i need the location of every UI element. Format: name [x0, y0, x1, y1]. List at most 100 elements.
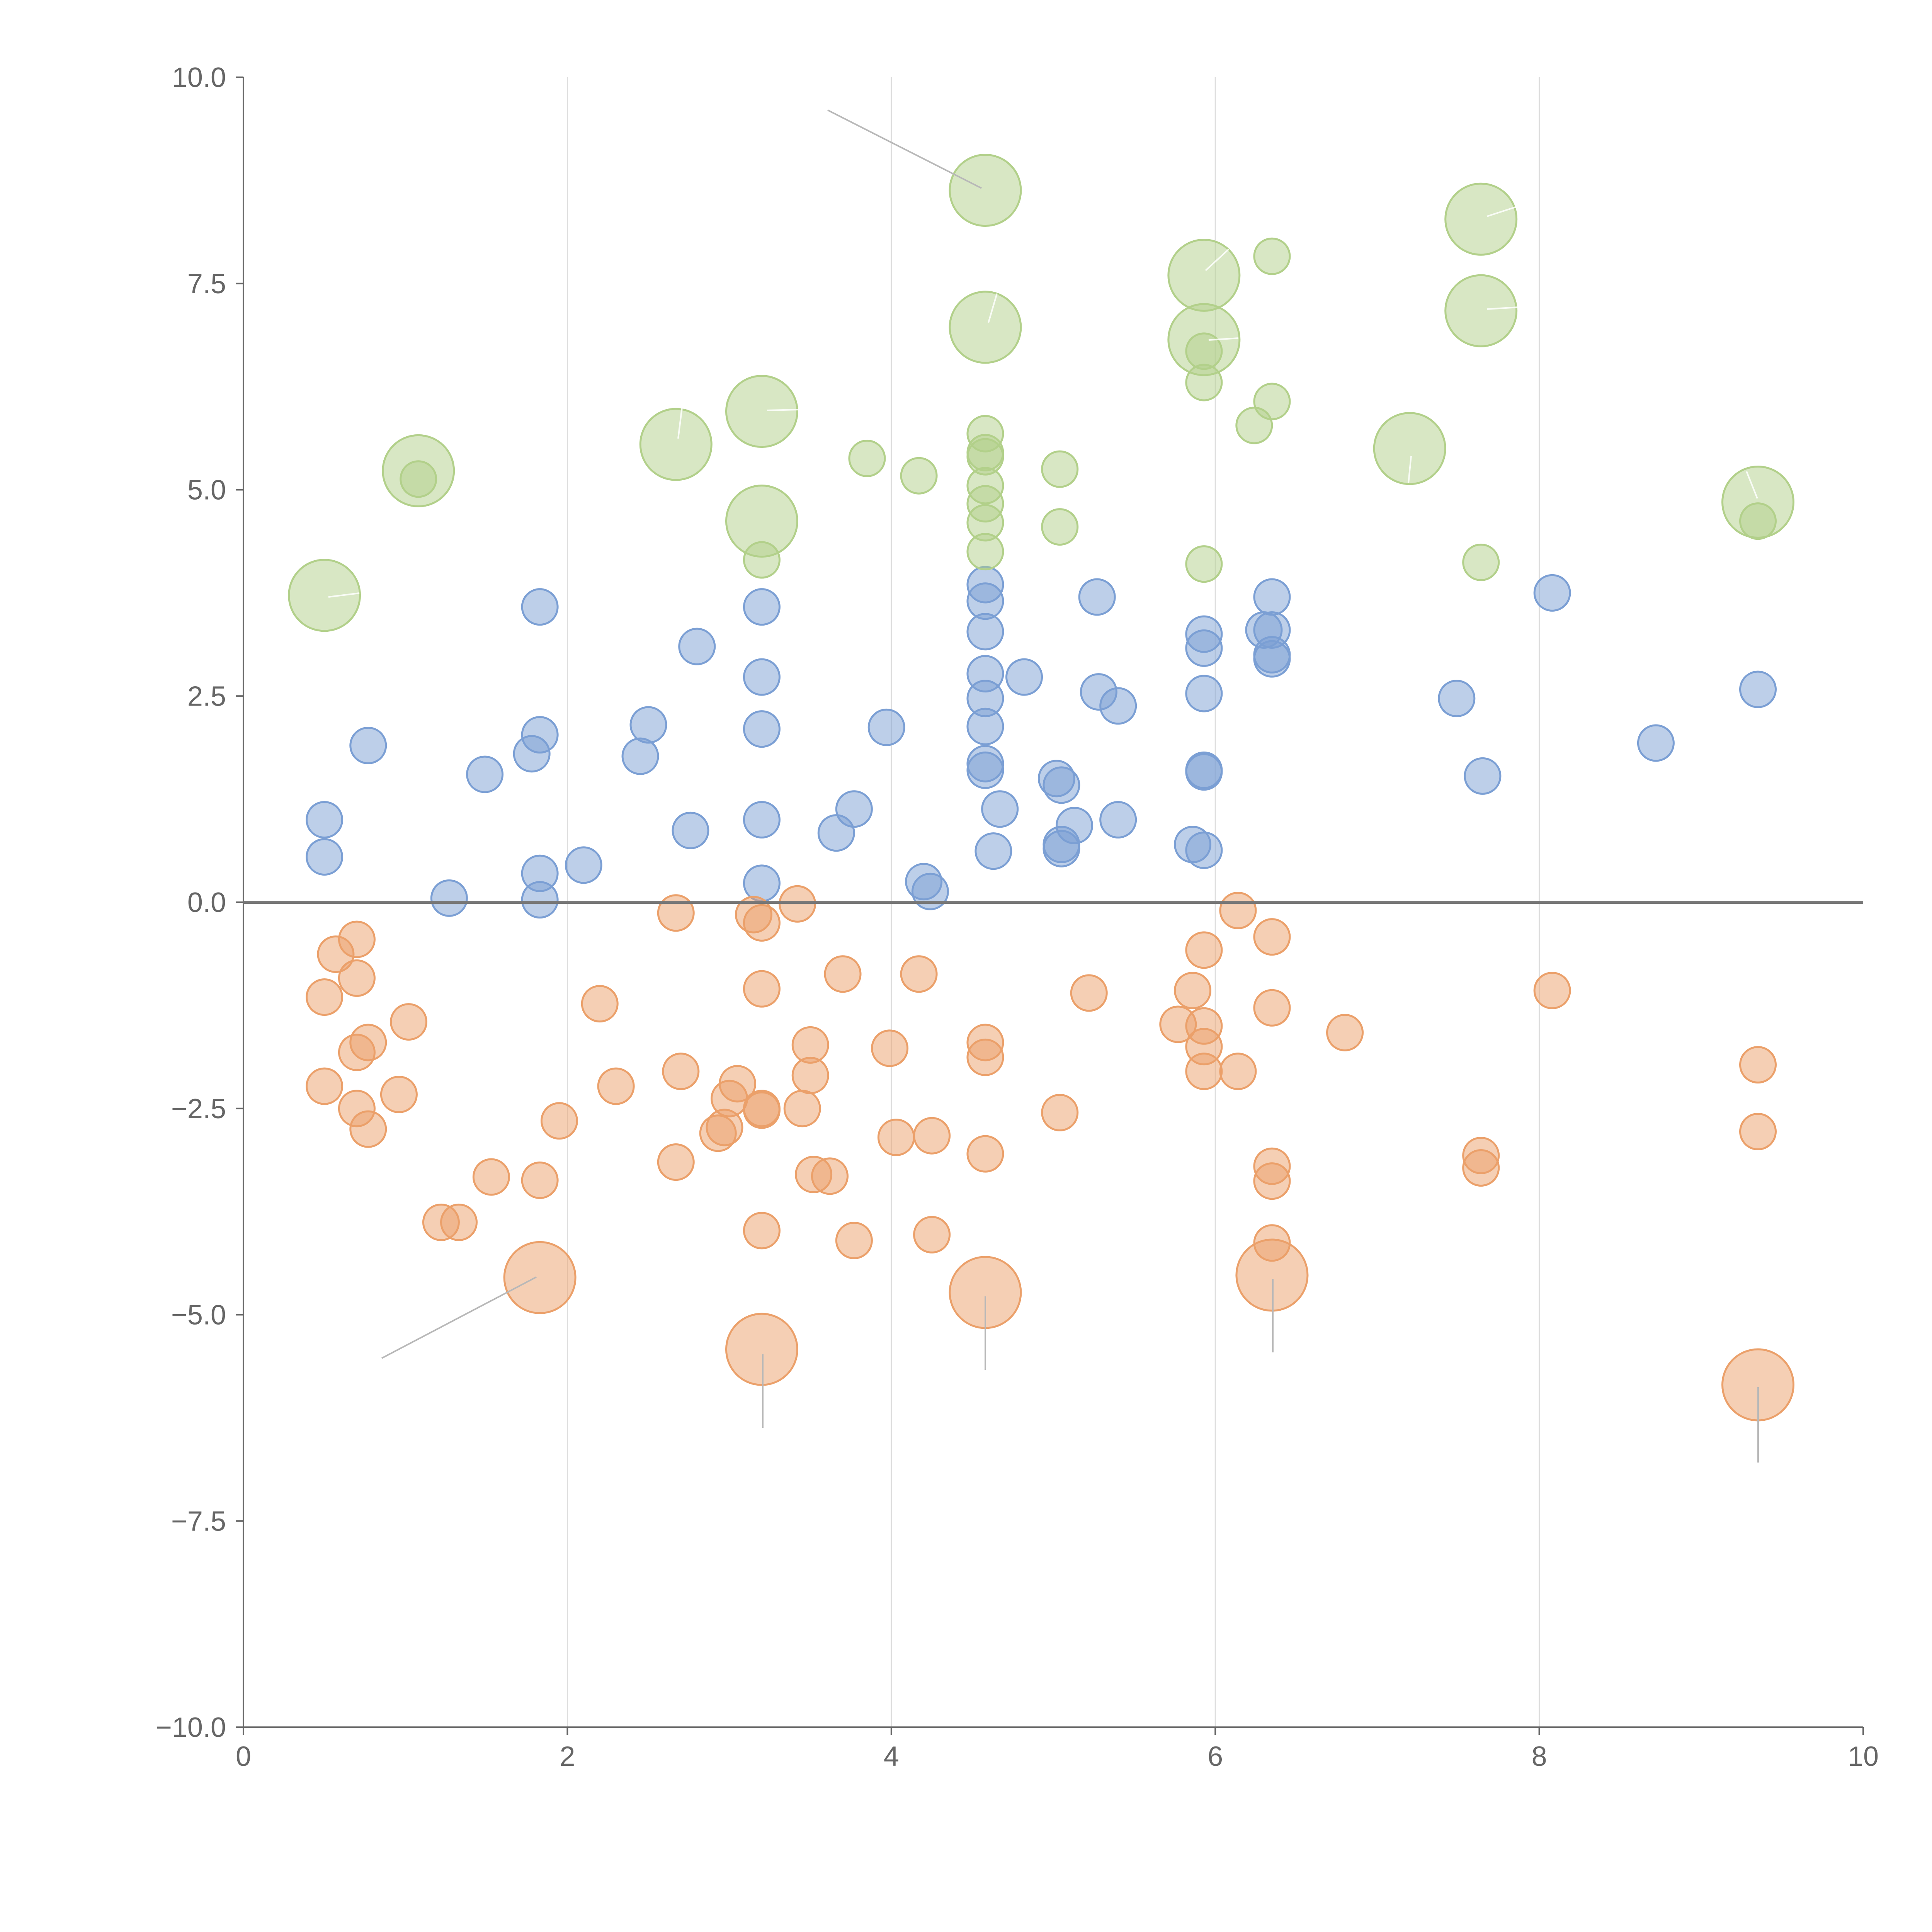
data-point-large [1167, 238, 1241, 312]
data-point [1099, 801, 1137, 838]
data-point [1462, 1149, 1500, 1187]
data-point [966, 751, 1004, 789]
leader-line [1208, 337, 1239, 341]
data-point [1041, 508, 1079, 546]
data-point [743, 541, 781, 579]
data-point-large [1444, 182, 1518, 256]
data-point [1099, 687, 1137, 725]
data-point [743, 710, 781, 748]
data-point [1253, 1162, 1291, 1200]
data-point [306, 1067, 344, 1105]
data-point [1326, 1014, 1364, 1051]
data-point [871, 1029, 909, 1067]
y-tick-label: 10.0 [172, 62, 226, 93]
data-point [743, 904, 781, 942]
data-point [966, 613, 1004, 651]
series-green [288, 153, 1795, 632]
data-point [380, 1075, 418, 1113]
data-point [1185, 332, 1223, 370]
x-tick-label: 0 [236, 1741, 251, 1772]
data-point [1739, 670, 1777, 708]
data-point [1185, 831, 1223, 869]
data-point [521, 716, 559, 754]
y-tick-label: −10.0 [156, 1712, 226, 1743]
leader-line [827, 109, 982, 189]
data-point [1185, 1053, 1223, 1090]
data-point [1739, 1046, 1777, 1084]
data-point [1739, 502, 1777, 540]
leader-line [1408, 456, 1412, 483]
data-point [1438, 680, 1476, 718]
x-tick-label: 10 [1848, 1741, 1879, 1772]
data-point [877, 1118, 915, 1156]
data-point [900, 457, 938, 495]
data-point [338, 959, 376, 997]
y-tick-label: −5.0 [171, 1300, 226, 1331]
data-point [811, 1157, 849, 1195]
data-point [743, 801, 781, 838]
data-point [1185, 931, 1223, 969]
data-point [1219, 891, 1257, 929]
y-axis-ticks: 10.0 7.5 5.0 2.5 0.0 −2.5 −5.0 −7.5 −10.0 [156, 62, 243, 1743]
data-point [390, 1003, 428, 1041]
data-point [1253, 578, 1291, 616]
data-point [743, 658, 781, 696]
data-point [1185, 364, 1223, 401]
data-point [657, 1143, 695, 1181]
data-point [565, 846, 602, 884]
y-tick-label: 7.5 [187, 269, 226, 299]
data-point [672, 811, 709, 849]
leader-line [381, 1276, 537, 1359]
data-point [349, 1024, 387, 1061]
y-tick-label: 5.0 [187, 475, 226, 506]
data-point-large [949, 291, 1022, 364]
data-points [288, 153, 1795, 1422]
data-point [900, 955, 938, 993]
data-point [521, 1161, 559, 1199]
y-tick-label: −2.5 [171, 1094, 226, 1124]
data-point [629, 706, 667, 744]
data-point [966, 1038, 1004, 1076]
data-point-large [288, 559, 361, 632]
data-point [791, 1056, 829, 1094]
series-blue [306, 566, 1777, 919]
data-point-large [1373, 412, 1446, 485]
data-point [440, 1203, 478, 1241]
y-tick-label: 0.0 [187, 887, 226, 918]
leader-line [1746, 471, 1758, 499]
data-point [783, 1090, 821, 1128]
data-point [1185, 545, 1223, 583]
data-point [1533, 574, 1571, 612]
data-point [1253, 1224, 1291, 1262]
data-point [466, 755, 504, 793]
data-point [966, 707, 1004, 745]
data-point [743, 864, 781, 902]
data-point [540, 1102, 578, 1140]
data-point [1219, 1053, 1257, 1090]
data-point [1174, 971, 1212, 1009]
data-point [338, 920, 376, 958]
data-point-large [725, 1313, 798, 1386]
data-point-large [725, 375, 798, 448]
data-point [1739, 1113, 1777, 1151]
data-point [1043, 766, 1080, 804]
data-point [1253, 640, 1291, 678]
data-point [1464, 757, 1502, 795]
data-point [657, 894, 695, 932]
data-point [1041, 1094, 1079, 1131]
leader-line [1486, 306, 1519, 310]
data-point [1078, 578, 1116, 616]
data-point [306, 801, 344, 838]
data-point [472, 1158, 510, 1196]
data-point [848, 439, 886, 477]
x-tick-label: 6 [1208, 1741, 1223, 1772]
data-point [743, 588, 781, 626]
annotation-leaders [328, 109, 1759, 1463]
data-point [1637, 724, 1675, 762]
data-point [349, 1110, 387, 1148]
y-tick-label: 2.5 [187, 681, 226, 712]
data-point [521, 588, 559, 626]
data-point [966, 533, 1004, 571]
data-point [911, 872, 949, 910]
data-point [1185, 753, 1223, 791]
